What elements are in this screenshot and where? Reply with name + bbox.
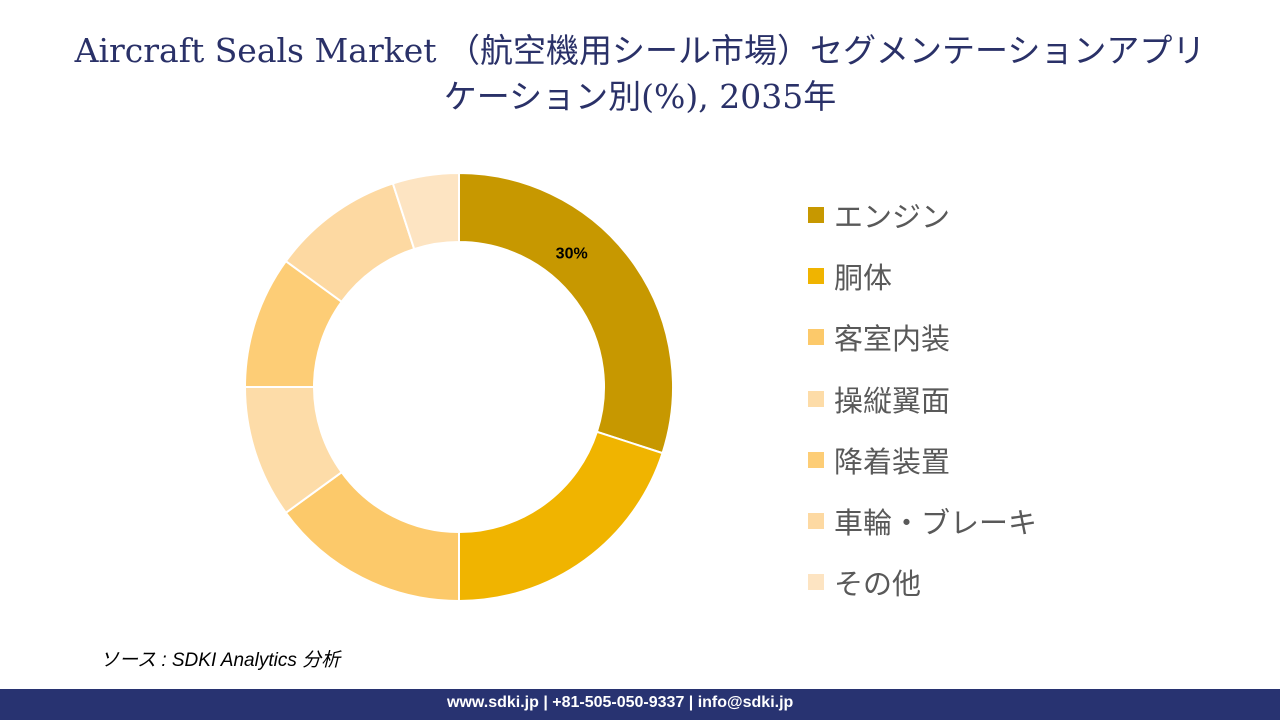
donut-slice-2 (458, 430, 664, 603)
legend-label: 胴体 (834, 260, 893, 295)
legend-label: 操縦翼面 (834, 383, 951, 418)
legend-swatch (808, 390, 824, 407)
legend-swatch (808, 574, 824, 591)
donut-slice-1 (458, 171, 674, 455)
legend-swatch (808, 329, 824, 346)
title-line-1: Aircraft Seals Market （航空機用シール市場）セグメンテーシ… (74, 31, 1206, 70)
donut-slice-7 (391, 171, 460, 251)
legend-label: その他 (834, 567, 922, 602)
legend-item: 操縦翼面 (808, 368, 1037, 429)
legend: エンジン胴体客室内装操縦翼面降着装置車輪・ブレーキ その他 (808, 184, 1037, 613)
legend-item: 降着装置 (808, 429, 1037, 490)
legend-item: 胴体 (808, 245, 1037, 306)
legend-label: 客室内装 (834, 322, 951, 357)
legend-swatch (808, 267, 824, 284)
data-label: 30% (556, 245, 588, 262)
legend-item: エンジン (808, 184, 1037, 245)
title-line-2: ケーション別(%), 2035年 (443, 77, 837, 116)
legend-label: 降着装置 (834, 444, 951, 479)
legend-item: その他 (808, 552, 1037, 613)
legend-item: 車輪・ブレーキ (808, 490, 1037, 551)
footer-bar: www.sdki.jp | +81-505-050-9337 | info@sd… (0, 689, 1280, 720)
legend-item: 客室内装 (808, 307, 1037, 368)
legend-label: エンジン (834, 199, 951, 234)
legend-label: 車輪・ブレーキ (834, 506, 1038, 541)
legend-swatch (808, 451, 824, 468)
footer-contact: www.sdki.jp | +81-505-050-9337 | info@sd… (447, 694, 794, 711)
legend-swatch (808, 206, 824, 223)
chart-title: Aircraft Seals Market （航空機用シール市場）セグメンテーシ… (0, 28, 1280, 120)
source-note: ソース : SDKI Analytics 分析 (100, 650, 341, 671)
legend-swatch (808, 513, 824, 530)
